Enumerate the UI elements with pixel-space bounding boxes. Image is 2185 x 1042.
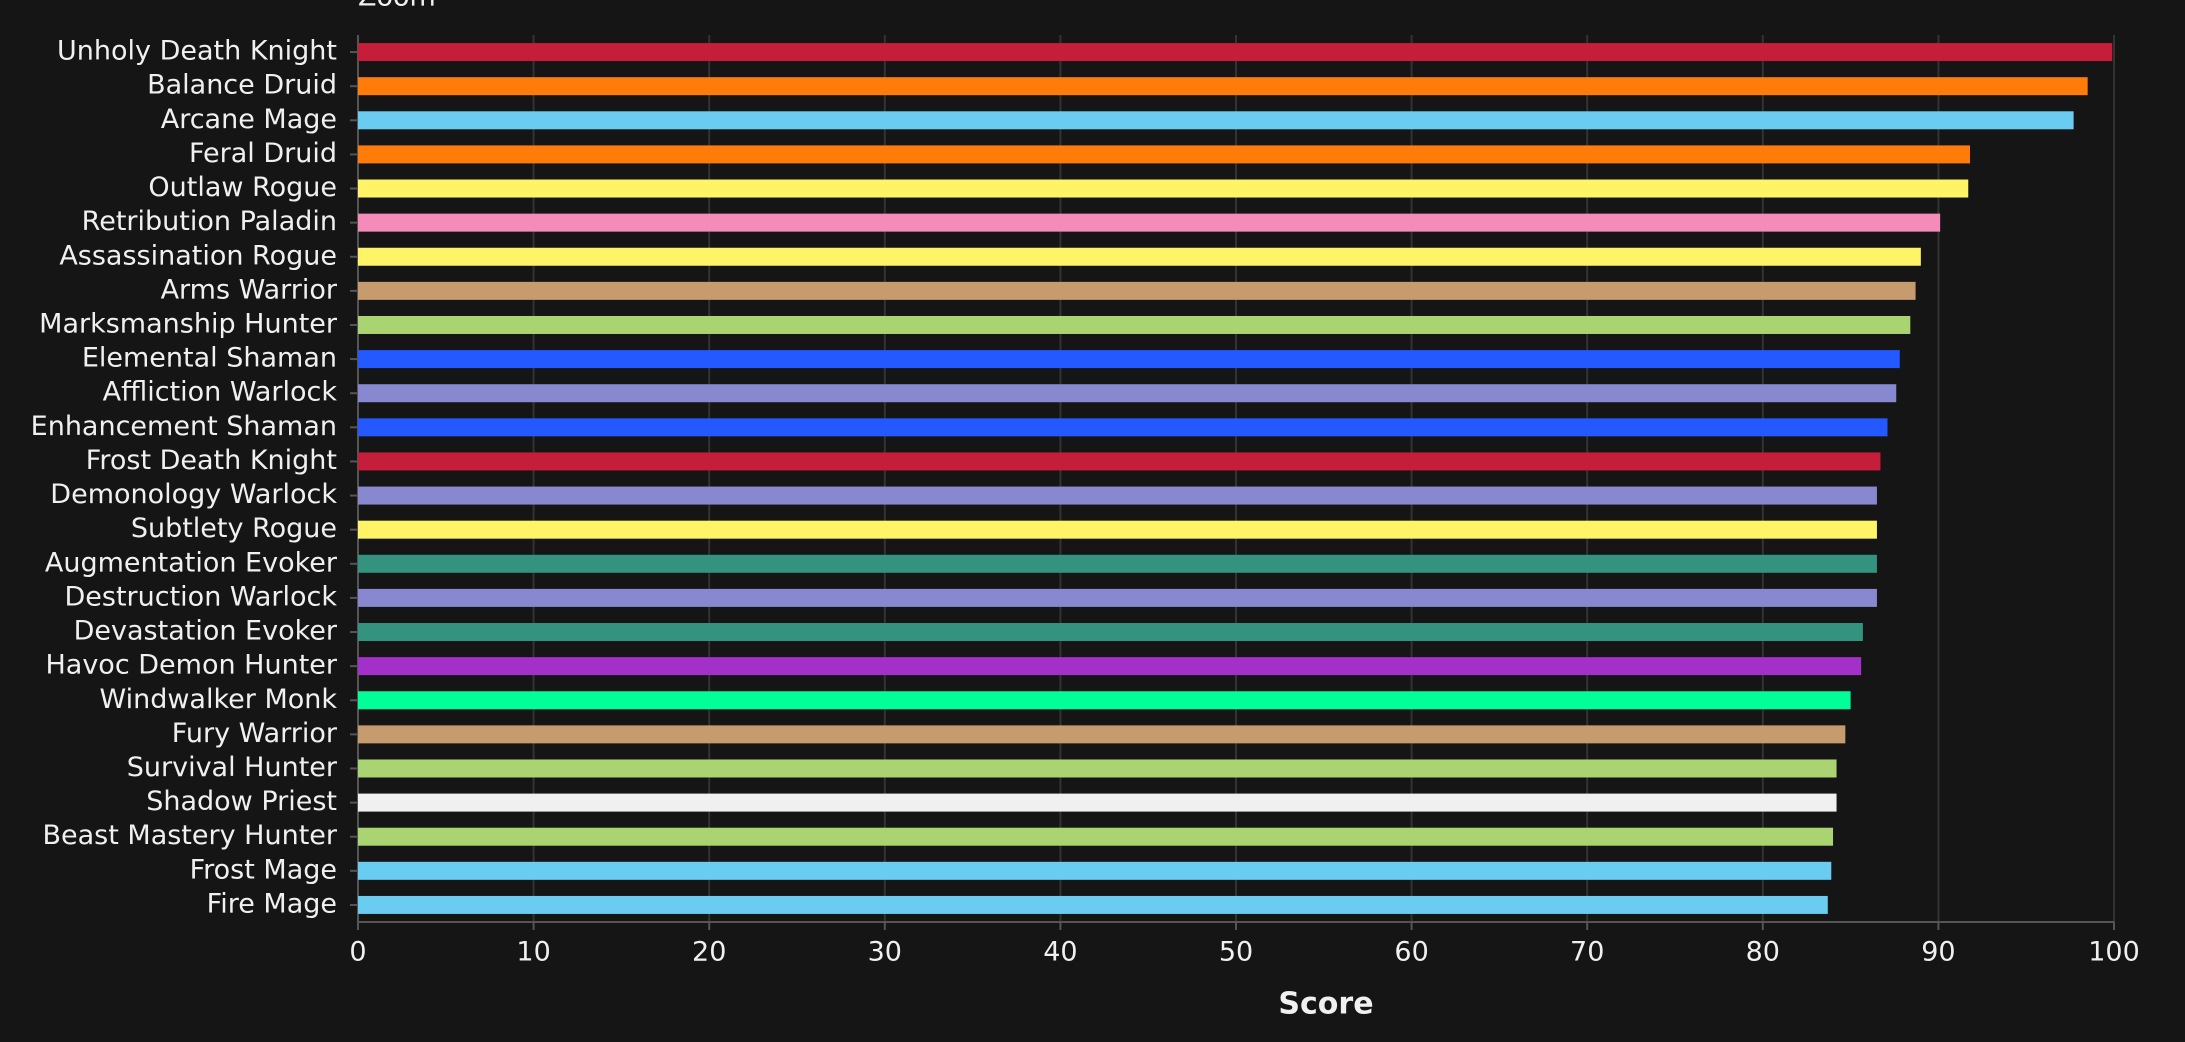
y-tick-label: Balance Druid — [147, 70, 337, 101]
zoom-label[interactable]: Zoom — [358, 0, 436, 13]
y-tick-label: Shadow Priest — [146, 786, 337, 817]
x-tick-label: 80 — [1746, 937, 1780, 968]
y-tick-label: Affliction Warlock — [103, 377, 338, 408]
x-tick-label: 50 — [1219, 937, 1253, 968]
bar — [358, 861, 1832, 880]
y-tick-label: Arcane Mage — [161, 104, 337, 135]
y-tick-label: Marksmanship Hunter — [39, 308, 338, 339]
y-tick-label: Destruction Warlock — [64, 581, 337, 612]
y-tick-label: Outlaw Rogue — [148, 172, 337, 203]
bar — [358, 384, 1897, 403]
x-tick-label: 10 — [516, 937, 550, 968]
bar — [358, 145, 1971, 164]
y-tick-label: Frost Death Knight — [86, 445, 337, 476]
bar — [358, 315, 1911, 334]
bar — [358, 691, 1851, 710]
y-tick-label: Unholy Death Knight — [57, 36, 337, 67]
bar — [358, 452, 1881, 471]
bar — [358, 827, 1834, 846]
y-tick-label: Feral Druid — [189, 138, 337, 169]
bar — [358, 793, 1837, 812]
bar — [358, 895, 1828, 914]
bar — [358, 759, 1837, 778]
x-tick-label: 30 — [868, 937, 902, 968]
x-tick-label: 0 — [349, 937, 366, 968]
bar — [358, 43, 2113, 62]
y-tick-label: Arms Warrior — [161, 274, 338, 305]
bar — [358, 418, 1888, 437]
y-tick-label: Augmentation Evoker — [45, 547, 338, 578]
bar — [358, 657, 1862, 676]
y-tick-label: Devastation Evoker — [74, 616, 338, 647]
x-tick-label: 90 — [1921, 937, 1955, 968]
x-axis-title: Score — [1278, 987, 1373, 1022]
y-tick-label: Fury Warrior — [172, 718, 338, 749]
x-tick-label: 60 — [1394, 937, 1428, 968]
bar — [358, 520, 1877, 539]
y-tick-label: Subtlety Rogue — [131, 513, 337, 544]
y-tick-label: Elemental Shaman — [82, 343, 337, 374]
y-tick-label: Survival Hunter — [127, 752, 338, 783]
x-tick-label: 40 — [1043, 937, 1077, 968]
bar — [358, 77, 2088, 96]
y-tick-label: Demonology Warlock — [50, 479, 337, 510]
y-tick-label: Beast Mastery Hunter — [42, 820, 337, 851]
bar — [358, 281, 1916, 300]
bar — [358, 350, 1900, 369]
bar — [358, 623, 1863, 642]
y-tick-label: Enhancement Shaman — [31, 411, 337, 442]
bar — [358, 554, 1877, 573]
x-tick-label: 70 — [1570, 937, 1604, 968]
bar — [358, 111, 2074, 130]
y-tick-label: Retribution Paladin — [82, 206, 337, 237]
y-tick-label: Havoc Demon Hunter — [45, 650, 337, 681]
bar — [358, 486, 1877, 505]
x-tick-label: 20 — [692, 937, 726, 968]
y-tick-label: Frost Mage — [190, 854, 337, 885]
bar — [358, 588, 1877, 607]
y-tick-label: Assassination Rogue — [59, 240, 337, 271]
x-tick-label: 100 — [2088, 937, 2140, 968]
bar — [358, 179, 1969, 198]
bar — [358, 247, 1921, 266]
bar — [358, 725, 1846, 744]
bar — [358, 213, 1941, 232]
y-tick-label: Fire Mage — [207, 888, 337, 919]
y-tick-label: Windwalker Monk — [99, 684, 337, 715]
